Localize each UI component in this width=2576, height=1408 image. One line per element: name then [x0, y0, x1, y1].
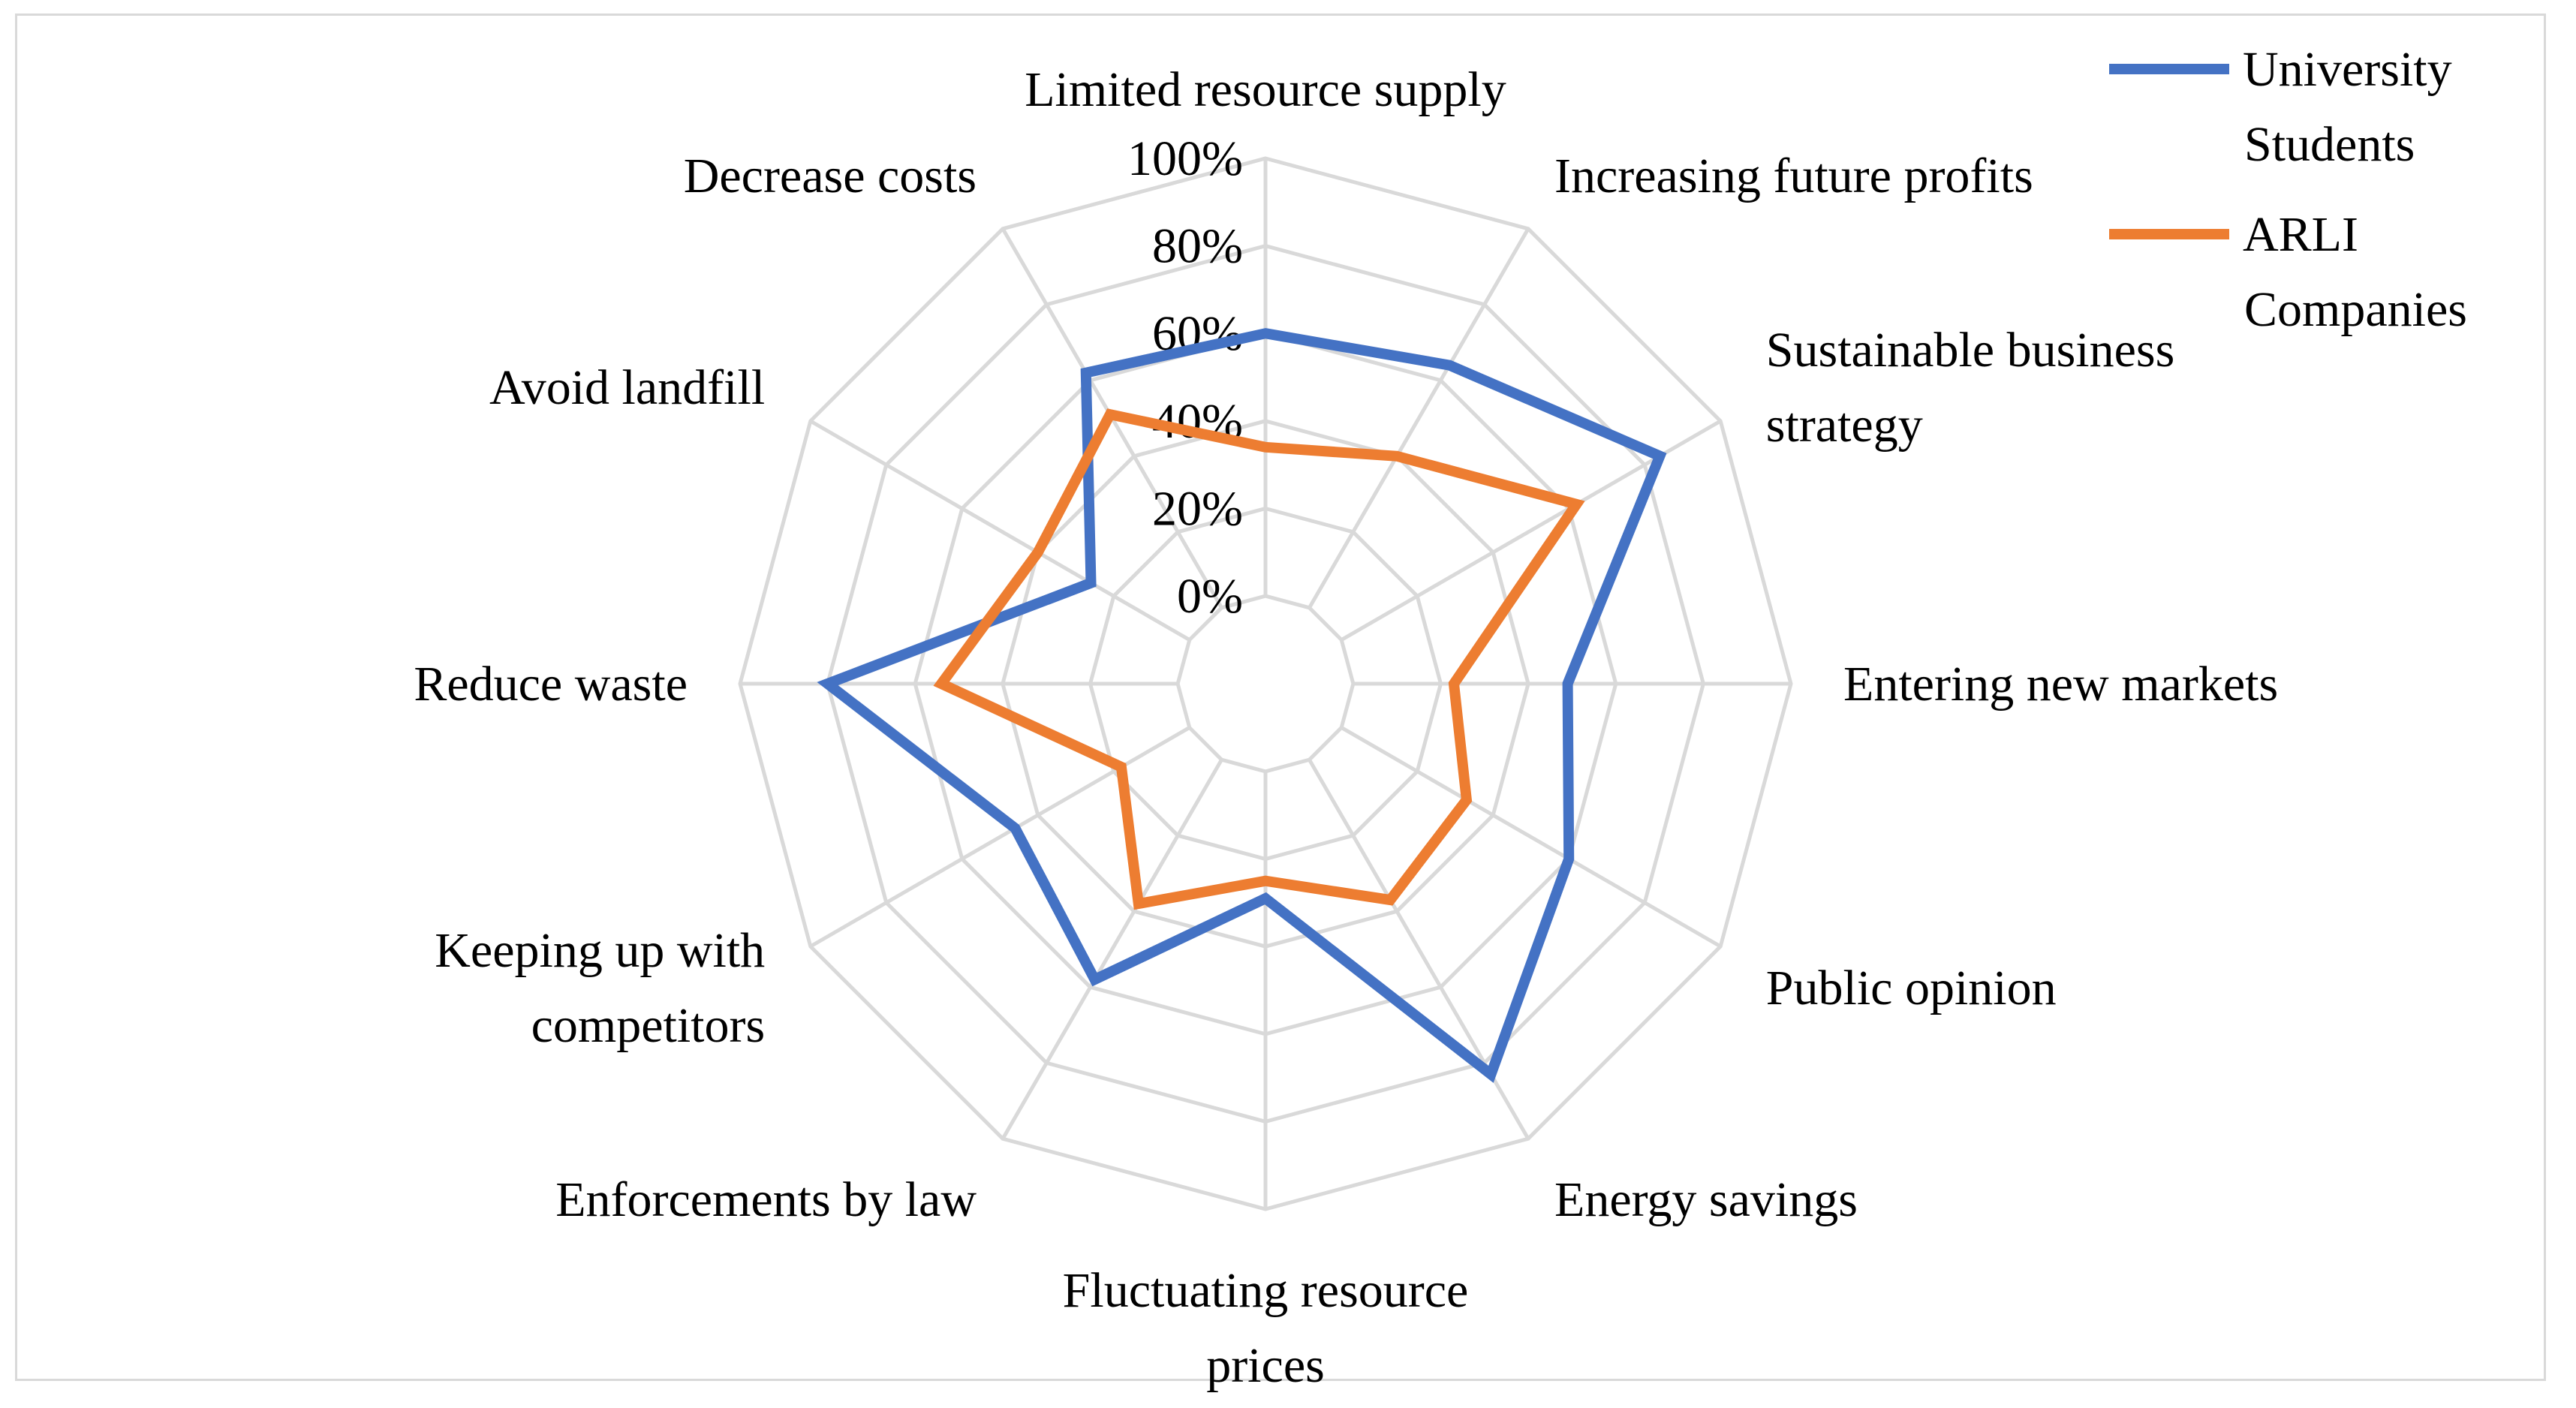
- chart-frame: [15, 14, 2546, 1381]
- category-label: Enforcements by law: [555, 1172, 977, 1227]
- legend-label: ARLI Companies: [2243, 207, 2467, 337]
- tick-label: 20%: [1152, 481, 1243, 536]
- grid-spoke: [1340, 726, 1722, 949]
- grid-spoke: [809, 419, 1191, 642]
- grid-spoke: [1001, 758, 1223, 1140]
- series-line-0: [817, 328, 1667, 1083]
- category-label: Increasing future profits: [1554, 149, 2033, 203]
- category-label: Sustainable business strategy: [1766, 323, 2174, 453]
- grid: [738, 156, 1793, 1211]
- category-labels: Limited resource supply Increasing future…: [414, 62, 2278, 1393]
- category-label: Keeping up with competitors: [435, 923, 765, 1053]
- category-label: Decrease costs: [684, 149, 977, 203]
- category-label: Reduce waste: [414, 657, 688, 712]
- series-line-1: [933, 408, 1585, 910]
- category-label: Public opinion: [1766, 961, 2057, 1015]
- tick-label: 80%: [1152, 219, 1243, 274]
- series-lines: [817, 328, 1667, 1083]
- grid-spoke: [1308, 227, 1530, 609]
- tick-labels: 0%20%40%60%80%100%: [1127, 131, 1243, 624]
- legend: University Students ARLI Companies: [2109, 42, 2467, 337]
- category-label: Avoid landfill: [489, 360, 765, 415]
- category-label: Energy savings: [1554, 1172, 1858, 1227]
- category-label: Limited resource supply: [1025, 62, 1506, 117]
- tick-label: 100%: [1127, 131, 1243, 186]
- grid-spoke: [809, 726, 1191, 949]
- legend-label: University Students: [2243, 42, 2452, 172]
- category-label: Entering new markets: [1843, 657, 2278, 712]
- category-label: Fluctuating resource prices: [1063, 1263, 1469, 1393]
- tick-label: 0%: [1177, 569, 1243, 624]
